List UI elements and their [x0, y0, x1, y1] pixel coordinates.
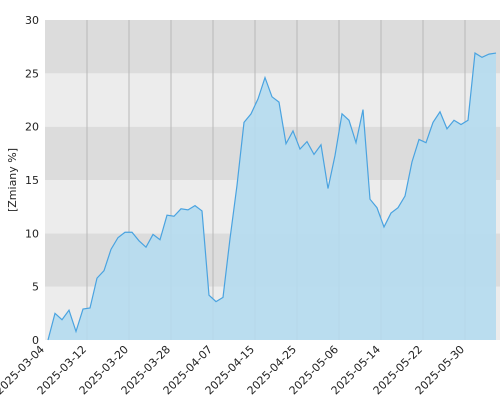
y-tick-label: 25 [25, 67, 39, 80]
y-tick-label: 20 [25, 121, 39, 134]
grid-band [45, 20, 500, 74]
y-tick-label: 10 [25, 227, 39, 240]
y-axis-label: [Zmiany %] [6, 148, 19, 212]
y-tick-label: 0 [32, 334, 39, 347]
y-tick-label: 15 [25, 174, 39, 187]
y-tick-label: 30 [25, 14, 39, 27]
line [47, 52, 497, 341]
area [48, 53, 496, 341]
y-tick-label: 5 [32, 281, 39, 294]
